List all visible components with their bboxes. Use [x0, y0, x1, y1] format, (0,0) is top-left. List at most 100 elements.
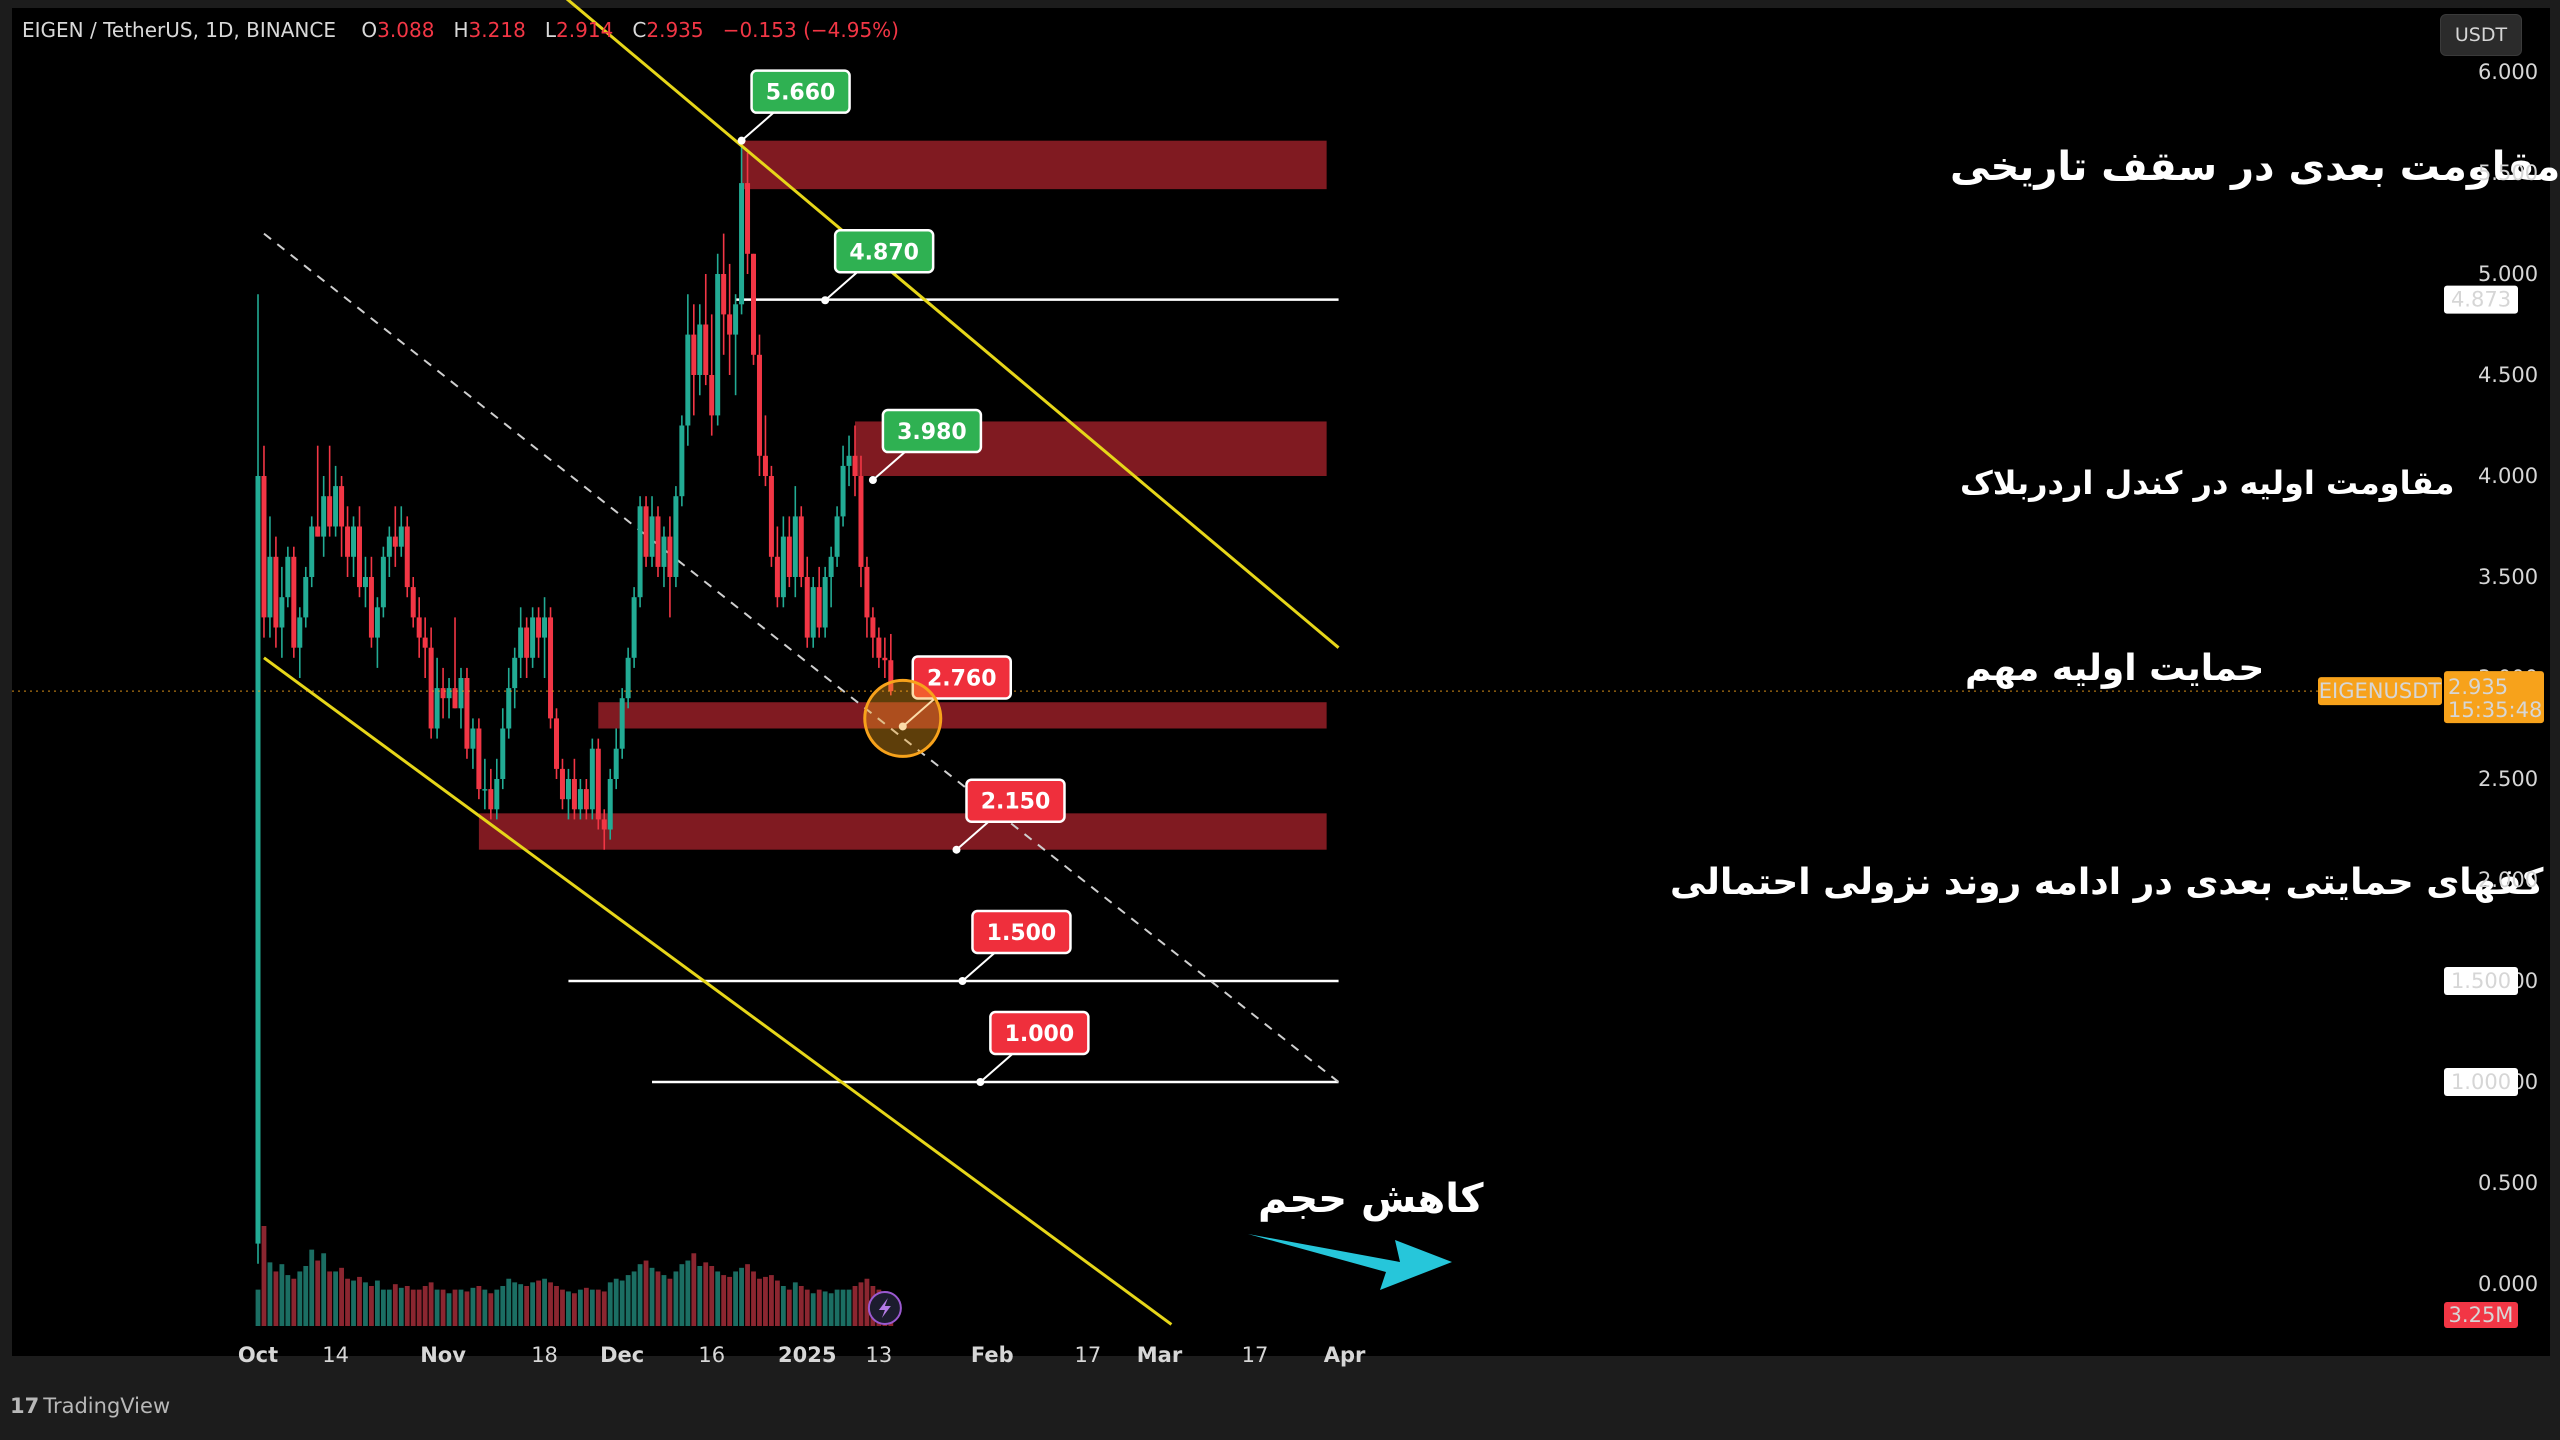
channel-lower-line [263, 656, 1173, 1326]
candle-body [751, 253, 757, 355]
volume-bar [572, 1293, 577, 1326]
volume-value-label: 3.25M [2449, 1303, 2514, 1327]
price-tag-label: 3.980 [897, 420, 967, 445]
candle-body [577, 789, 583, 810]
price-tag-label: 4.870 [849, 240, 919, 265]
candle-body [876, 637, 882, 658]
price-tag-anchor [821, 296, 830, 305]
price-tag-pointer [961, 952, 996, 982]
volume-bar [357, 1276, 362, 1326]
candle-body [625, 657, 631, 699]
symbol-title[interactable]: EIGEN / TetherUS, 1D, BINANCE [22, 18, 336, 42]
volume-bar [404, 1286, 410, 1326]
time-axis-tick: Mar [1137, 1343, 1183, 1367]
volume-bar [637, 1264, 643, 1326]
candle-body [327, 496, 333, 527]
tradingview-logo-text: TradingView [43, 1394, 171, 1418]
candle-body [852, 455, 858, 476]
high-label: H [453, 18, 469, 42]
symbol-header[interactable]: EIGEN / TetherUS, 1D, BINANCE O3.088 H3.… [22, 18, 899, 42]
volume-bar [858, 1282, 864, 1326]
price-axis-tick: 0.500 [2478, 1171, 2538, 1195]
volume-bar [560, 1289, 565, 1326]
volume-bar [852, 1286, 858, 1326]
candle-body [416, 617, 422, 638]
zone-box [478, 813, 1327, 850]
volume-bar [369, 1286, 374, 1326]
highlight-circle [863, 678, 943, 758]
zone-box [741, 140, 1327, 190]
candle-body [667, 536, 673, 577]
volume-bar [291, 1278, 297, 1326]
volume-bar [273, 1271, 279, 1326]
volume-bar [488, 1293, 494, 1326]
price-axis-tick: 6.000 [2478, 60, 2538, 84]
volume-bar [321, 1253, 327, 1326]
volume-bar [351, 1280, 356, 1326]
zone-annotation: حمایت اولیه مهم [1965, 648, 2264, 689]
price-tag-box [971, 909, 1072, 955]
volume-bar [375, 1280, 380, 1326]
volume-bar [380, 1289, 386, 1326]
volume-bar [828, 1293, 834, 1326]
candle-body [798, 516, 804, 577]
price-tag-label: 1.000 [1005, 1022, 1075, 1047]
candle-body [709, 375, 715, 416]
candle-body [595, 748, 601, 820]
price-tag-anchor [898, 722, 907, 731]
candle-body [756, 354, 762, 456]
candle-body [303, 577, 309, 618]
price-tag-anchor [737, 136, 746, 145]
axis-price-box-label: 1.500 [2451, 969, 2511, 993]
zone-box [598, 702, 1327, 729]
currency-button[interactable]: USDT [2440, 14, 2522, 56]
candle-body [762, 455, 768, 476]
volume-bar [703, 1262, 709, 1326]
price-tag-anchor [958, 977, 967, 985]
volume-bar [733, 1271, 738, 1326]
volume-bar [739, 1267, 744, 1326]
volume-bar [816, 1289, 822, 1326]
tradingview-logo[interactable]: 17 TradingView [10, 1394, 170, 1418]
volume-bar [751, 1271, 756, 1326]
dashed-trend-line [263, 232, 1340, 1083]
candle-body [488, 789, 494, 810]
price-tag-box [911, 655, 1013, 700]
close-label: C [632, 18, 647, 42]
volume-bar [566, 1291, 571, 1326]
candle-body [661, 536, 667, 567]
candle-body [261, 476, 267, 618]
volume-annotation: کاهش حجم [1258, 1176, 1484, 1222]
price-tag-box [833, 229, 935, 274]
candle-body [733, 304, 739, 335]
volume-bar [542, 1278, 547, 1326]
volume-bar [303, 1266, 309, 1326]
volume-bar [840, 1289, 846, 1326]
candle-body [470, 728, 476, 749]
candle-body [643, 506, 649, 557]
volume-bar [428, 1282, 434, 1326]
volume-bar [786, 1289, 792, 1326]
last-price-symbol: EIGENUSDT [2319, 679, 2442, 703]
volume-bar [792, 1282, 798, 1326]
candle-body [601, 819, 607, 830]
time-axis-tick: 18 [531, 1343, 558, 1367]
candle-body [715, 274, 721, 416]
candle-body [351, 526, 357, 557]
candle-body [774, 556, 780, 598]
candle-body [631, 597, 637, 658]
candle-body [565, 779, 571, 800]
candle-body [685, 334, 691, 426]
time-axis-tick: 14 [322, 1343, 349, 1367]
candle-body [786, 536, 792, 577]
close-value: 2.935 [646, 18, 704, 42]
volume-bar [685, 1260, 691, 1326]
candle-body [571, 779, 577, 810]
candle-body [804, 577, 810, 638]
time-axis-tick: 2025 [778, 1343, 836, 1367]
candle-body [392, 536, 398, 547]
price-axis-tick: 4.500 [2478, 363, 2538, 387]
candle-body [315, 526, 321, 537]
candle-body [345, 526, 351, 557]
